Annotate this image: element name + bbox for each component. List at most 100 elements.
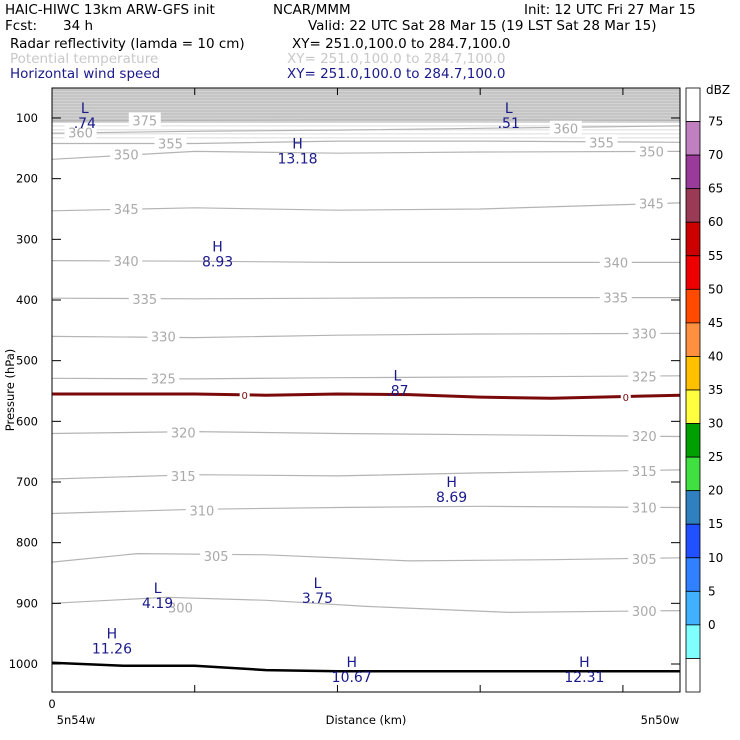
org-label: NCAR/MMM bbox=[273, 2, 351, 18]
model-title: HAIC-HIWC 13km ARW-GFS init bbox=[5, 2, 215, 18]
theta-label-355: 355 bbox=[158, 137, 183, 152]
wind-extremum-type: L bbox=[505, 101, 513, 117]
theta-label-bg bbox=[147, 328, 180, 344]
theta-label-bg bbox=[628, 551, 661, 567]
theta-label-330: 330 bbox=[632, 327, 657, 342]
wind-extremum-value: 10.67 bbox=[332, 670, 372, 686]
field-theta-name: Potential temperature bbox=[10, 51, 159, 67]
field-wind-name: Horizontal wind speed bbox=[10, 66, 161, 82]
theta-contour-305 bbox=[51, 552, 681, 563]
terrain-line bbox=[51, 661, 680, 673]
colorbar-swatch bbox=[685, 255, 701, 290]
colorbar-swatch bbox=[685, 221, 701, 257]
wind-extremum-value: 11.26 bbox=[92, 642, 132, 658]
wind-extremum-type: L bbox=[314, 576, 322, 592]
theta-label-310: 310 bbox=[189, 505, 214, 520]
theta-label-300: 300 bbox=[168, 602, 193, 617]
colorbar-level-label: 5 bbox=[708, 584, 716, 598]
theta-label-350: 350 bbox=[114, 148, 139, 163]
colorbar-swatch bbox=[685, 557, 701, 592]
colorbar-level-label: 25 bbox=[708, 450, 723, 464]
theta-label-310: 310 bbox=[632, 501, 657, 516]
wind-extremum-type: L bbox=[393, 369, 401, 385]
wind-extremum-type: H bbox=[579, 655, 590, 671]
colorbar-swatch bbox=[685, 523, 701, 559]
theta-label-375: 375 bbox=[132, 114, 157, 129]
colorbar-swatch bbox=[685, 456, 701, 492]
wind-extremum-value: 8.93 bbox=[202, 254, 233, 270]
y-tick-label: 200 bbox=[16, 172, 38, 186]
wind-extremum-type: L bbox=[154, 581, 162, 597]
x-end-label: 5n50w bbox=[641, 713, 680, 727]
colorbar-swatch bbox=[685, 624, 701, 659]
theta-label-bg bbox=[628, 325, 661, 341]
theta-label-bg bbox=[164, 599, 197, 615]
theta-label-bg bbox=[167, 424, 200, 440]
wind-extremum-value: 4.19 bbox=[142, 596, 173, 612]
wind-extremum-type: H bbox=[107, 627, 118, 643]
freezing-line-label: 0 bbox=[623, 393, 629, 404]
theta-label-300: 300 bbox=[632, 605, 657, 620]
theta-label-bg bbox=[599, 254, 632, 270]
y-tick-label: 900 bbox=[16, 596, 38, 610]
y-tick-label: 700 bbox=[16, 475, 38, 489]
theta-label-315: 315 bbox=[632, 465, 657, 480]
theta-label-320: 320 bbox=[171, 426, 196, 441]
y-tick-label: 300 bbox=[16, 232, 38, 246]
theta-contour-325 bbox=[51, 375, 681, 380]
colorbar-level-label: 0 bbox=[708, 618, 716, 632]
wind-extremum-value: 13.18 bbox=[277, 151, 317, 167]
colorbar-swatch bbox=[685, 288, 701, 324]
theta-contour-350 bbox=[51, 150, 681, 160]
colorbar-swatch bbox=[685, 590, 701, 626]
x-axis-label: Distance (km) bbox=[326, 713, 407, 727]
colorbar-level-label: 10 bbox=[708, 551, 723, 565]
colorbar-swatch bbox=[685, 154, 701, 190]
wind-extremum-value: .87 bbox=[386, 384, 408, 400]
colorbar-swatch bbox=[685, 389, 701, 424]
theta-label-bg bbox=[628, 427, 661, 443]
colorbar-level-label: 15 bbox=[708, 517, 723, 531]
y-tick-label: 400 bbox=[16, 293, 38, 307]
theta-label-345: 345 bbox=[639, 198, 664, 213]
theta-label-330: 330 bbox=[151, 330, 176, 345]
colorbar-level-label: 60 bbox=[708, 215, 723, 229]
colorbar-level-label: 70 bbox=[708, 148, 723, 162]
theta-label-bg bbox=[128, 290, 161, 306]
freezing-label-bg bbox=[620, 391, 631, 404]
colorbar-level-label: 30 bbox=[708, 417, 723, 431]
theta-label-bg bbox=[200, 548, 233, 564]
wind-extremum-type: H bbox=[346, 655, 357, 671]
field-theta-xy: XY= 251.0,100.0 to 284.7,100.0 bbox=[287, 51, 506, 67]
theta-label-340: 340 bbox=[114, 255, 139, 270]
theta-label-305: 305 bbox=[204, 550, 229, 565]
y-tick-label: 100 bbox=[16, 111, 38, 125]
theta-label-bg bbox=[147, 370, 180, 386]
fcst-value: 34 h bbox=[63, 18, 94, 34]
theta-label-bg bbox=[128, 112, 161, 128]
theta-label-bg bbox=[628, 463, 661, 479]
freezing-line bbox=[52, 392, 681, 400]
fcst-label: Fcst: bbox=[5, 18, 38, 34]
colorbar-level-label: 20 bbox=[708, 484, 723, 498]
colorbar-swatch bbox=[685, 188, 701, 223]
theta-label-bg bbox=[628, 499, 661, 515]
field-wind-xy: XY= 251.0,100.0 to 284.7,100.0 bbox=[287, 66, 506, 82]
colorbar-swatch bbox=[685, 87, 701, 122]
theta-label-bg bbox=[628, 368, 661, 384]
wind-extremum-value: 3.75 bbox=[302, 591, 333, 607]
field-reflectivity-name: Radar reflectivity (lamda = 10 cm) bbox=[10, 36, 245, 52]
theta-contour-310 bbox=[51, 505, 681, 515]
theta-label-345: 345 bbox=[114, 203, 139, 218]
colorbar-level-label: 40 bbox=[708, 349, 723, 363]
theta-label-360: 360 bbox=[68, 127, 93, 142]
wind-extremum-type: H bbox=[292, 136, 303, 152]
colorbar-level-label: 65 bbox=[708, 182, 723, 196]
colorbar-swatch bbox=[685, 322, 701, 357]
freezing-label-bg bbox=[239, 389, 250, 402]
wind-extremum-type: H bbox=[446, 475, 457, 491]
init-time: Init: 12 UTC Fri 27 Mar 15 bbox=[524, 2, 696, 18]
wind-extremum-value: .74 bbox=[74, 116, 96, 132]
colorbar-level-label: 50 bbox=[708, 282, 723, 296]
